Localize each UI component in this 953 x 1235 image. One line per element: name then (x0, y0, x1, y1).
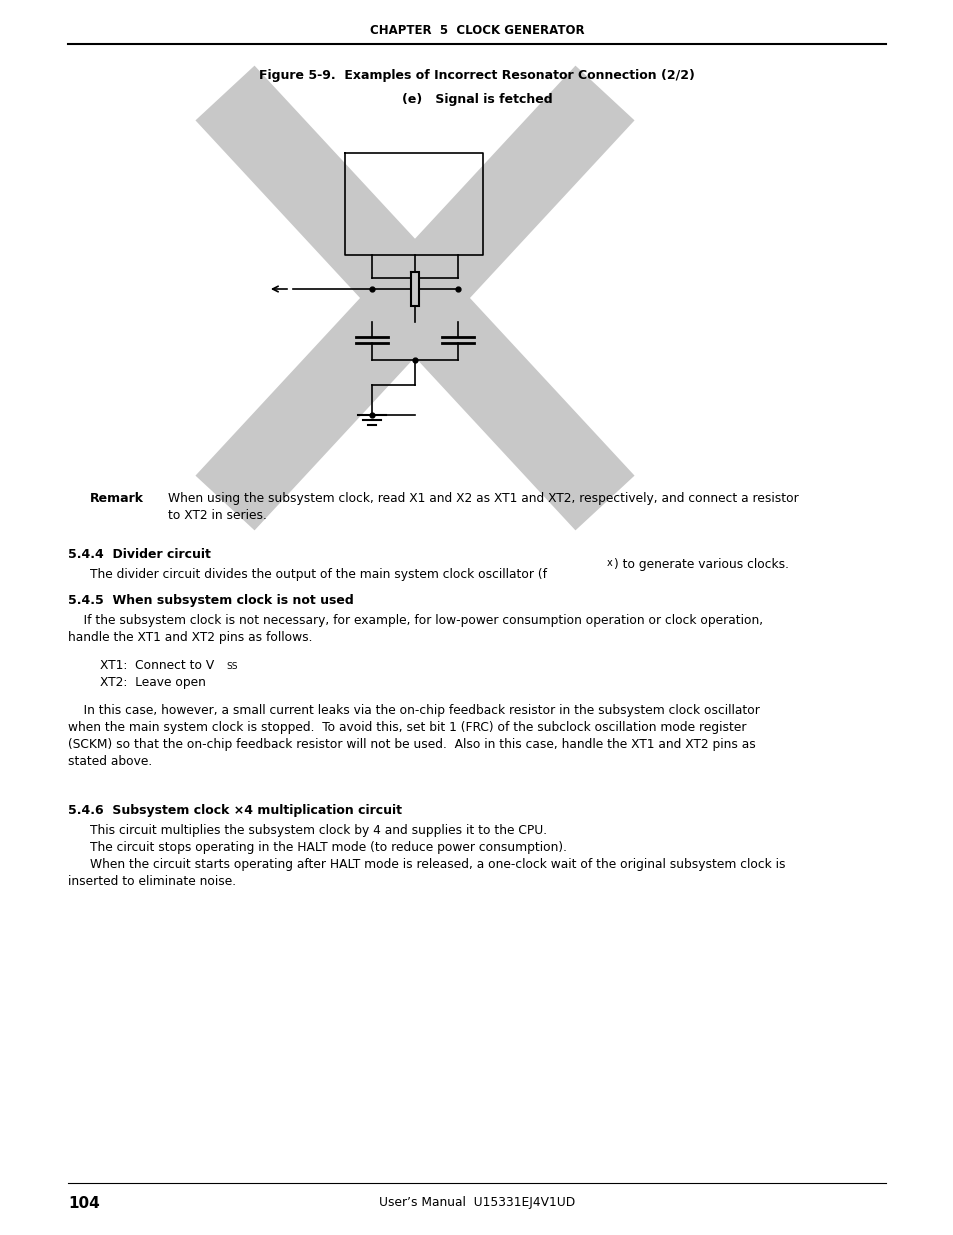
Text: XT2:  Leave open: XT2: Leave open (100, 676, 206, 689)
Text: XT1:  Connect to V: XT1: Connect to V (100, 659, 214, 672)
Text: inserted to eliminate noise.: inserted to eliminate noise. (68, 876, 236, 888)
Text: This circuit multiplies the subsystem clock by 4 and supplies it to the CPU.: This circuit multiplies the subsystem cl… (90, 824, 547, 837)
Text: to XT2 in series.: to XT2 in series. (168, 509, 267, 522)
Text: ) to generate various clocks.: ) to generate various clocks. (614, 558, 788, 571)
Text: 5.4.6  Subsystem clock ×4 multiplication circuit: 5.4.6 Subsystem clock ×4 multiplication … (68, 804, 401, 818)
Text: Remark: Remark (90, 492, 144, 505)
Text: (e)   Signal is fetched: (e) Signal is fetched (401, 94, 552, 106)
Text: handle the XT1 and XT2 pins as follows.: handle the XT1 and XT2 pins as follows. (68, 631, 313, 643)
Text: Figure 5-9.  Examples of Incorrect Resonator Connection (2/2): Figure 5-9. Examples of Incorrect Resona… (259, 68, 694, 82)
Text: When using the subsystem clock, read X1 and X2 as XT1 and XT2, respectively, and: When using the subsystem clock, read X1 … (168, 492, 798, 505)
Text: If the subsystem clock is not necessary, for example, for low-power consumption : If the subsystem clock is not necessary,… (68, 614, 762, 627)
Text: SS: SS (226, 662, 237, 671)
Text: When the circuit starts operating after HALT mode is released, a one-clock wait : When the circuit starts operating after … (90, 858, 784, 871)
Text: 5.4.5  When subsystem clock is not used: 5.4.5 When subsystem clock is not used (68, 594, 354, 606)
Text: User’s Manual  U15331EJ4V1UD: User’s Manual U15331EJ4V1UD (378, 1195, 575, 1209)
Text: In this case, however, a small current leaks via the on-chip feedback resistor i: In this case, however, a small current l… (68, 704, 760, 718)
Text: stated above.: stated above. (68, 755, 152, 768)
Text: 104: 104 (68, 1195, 100, 1212)
Text: The divider circuit divides the output of the main system clock oscillator (f: The divider circuit divides the output o… (90, 568, 546, 580)
Text: (SCKM) so that the on-chip feedback resistor will not be used.  Also in this cas: (SCKM) so that the on-chip feedback resi… (68, 739, 755, 751)
Text: The circuit stops operating in the HALT mode (to reduce power consumption).: The circuit stops operating in the HALT … (90, 841, 566, 853)
Text: 5.4.4  Divider circuit: 5.4.4 Divider circuit (68, 548, 211, 561)
Text: x: x (606, 558, 612, 568)
Text: when the main system clock is stopped.  To avoid this, set bit 1 (FRC) of the su: when the main system clock is stopped. T… (68, 721, 745, 734)
Text: CHAPTER  5  CLOCK GENERATOR: CHAPTER 5 CLOCK GENERATOR (370, 23, 583, 37)
